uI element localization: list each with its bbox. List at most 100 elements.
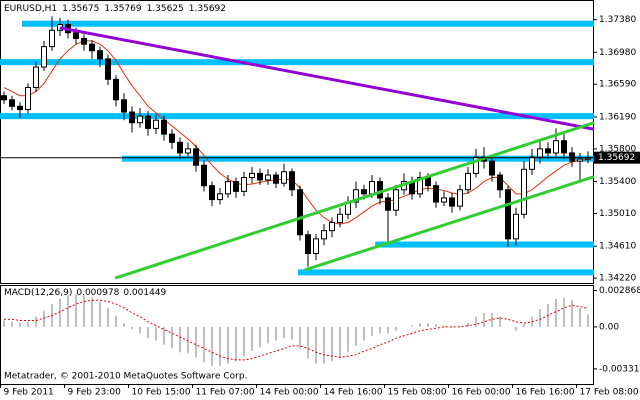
level-band [122, 155, 594, 162]
macd-bar [35, 316, 37, 327]
candle-body [249, 172, 255, 178]
current-price-box [594, 151, 640, 164]
x-tick-label: 9 Feb 2011 [4, 388, 54, 398]
indicator-header: MACD(12,26,9) 0.000978 0.001449 [4, 288, 167, 298]
macd-bar [323, 326, 325, 364]
y-tick-label: 1.37380 [599, 15, 636, 25]
candle-body [97, 50, 103, 60]
signal-line [4, 299, 589, 361]
candle-body [153, 119, 159, 129]
candle-body [169, 133, 175, 143]
macd-bar [315, 326, 317, 364]
x-tick-label: 16 Feb 00:00 [452, 388, 511, 398]
candle-body [49, 29, 55, 48]
candle-body [273, 174, 279, 184]
x-tick-label: 11 Feb 07:00 [196, 388, 255, 398]
macd-bar [347, 326, 349, 353]
ohlc-value: 1.35675 [62, 4, 99, 14]
macd-bar [475, 316, 477, 327]
macd-bar [275, 326, 277, 341]
macd-bar [443, 325, 445, 327]
symbol: EURUSD,H1 [4, 4, 57, 14]
candle-body [33, 66, 39, 89]
x-tick-label: 17 Feb 08:00 [580, 388, 639, 398]
candle-body [449, 197, 455, 207]
trend-line [59, 26, 595, 131]
candle-body [393, 189, 399, 211]
candle-body [225, 181, 231, 195]
macd-bar [203, 326, 205, 363]
macd-bar [179, 326, 181, 353]
macd-bar [19, 323, 21, 327]
candle-body [73, 32, 79, 39]
candle-body [289, 171, 295, 191]
macd-bar [331, 326, 333, 362]
candle-body [545, 148, 551, 154]
candle-body [561, 140, 567, 154]
candle-body [17, 105, 23, 111]
x-tick-label: 14 Feb 16:00 [324, 388, 383, 398]
macd-value: 0.000978 [76, 288, 119, 298]
candle-body [281, 171, 287, 184]
level-band [298, 269, 594, 276]
candle-body [185, 148, 191, 154]
macd-bar [499, 316, 501, 327]
macd-bar [75, 293, 77, 327]
candle-body [505, 189, 511, 240]
y-tick-label: 1.35010 [599, 209, 636, 219]
macd-bar [219, 326, 221, 367]
candle-body [361, 189, 367, 195]
candle-body [25, 87, 31, 111]
macd-bar [395, 326, 397, 331]
candle-body [89, 43, 95, 52]
candle-body [145, 115, 151, 129]
candle-body [129, 111, 135, 124]
candle-body [177, 141, 183, 154]
candle-body [513, 213, 519, 240]
candle-body [193, 148, 199, 166]
macd-bar [67, 295, 69, 327]
macd-bar [387, 326, 389, 334]
candle-body [9, 99, 15, 107]
macd-bar [139, 326, 141, 334]
candle-body [41, 46, 47, 68]
candle-body [137, 115, 143, 124]
x-tick-label: 16 Feb 16:00 [516, 388, 575, 398]
candle-body [369, 181, 375, 195]
level-band [0, 113, 594, 120]
macd-bar [99, 301, 101, 327]
macd-bar [155, 326, 157, 341]
x-tick-label: 9 Feb 23:00 [68, 388, 122, 398]
macd-bar [91, 297, 93, 327]
macd-bar [291, 326, 293, 340]
macd-bar [187, 326, 189, 354]
ohlc-value: 1.35625 [147, 4, 184, 14]
candle-body [473, 156, 479, 174]
candle-body [569, 152, 575, 162]
ohlc-value: 1.35692 [189, 4, 226, 14]
candle-body [257, 172, 263, 181]
x-tick-label: 10 Feb 15:00 [132, 388, 191, 398]
macd-bar [43, 310, 45, 327]
candle-body [161, 119, 167, 135]
copyright: Metatrader, © 2001-2010 MetaQuotes Softw… [4, 372, 247, 382]
macd-bar [259, 326, 261, 348]
macd-bar [299, 326, 301, 349]
macd-bar [379, 326, 381, 334]
signal-value: 0.001449 [123, 288, 166, 298]
level-band [0, 59, 594, 66]
y-tick-label: 1.34610 [599, 242, 636, 252]
macd-bar [355, 326, 357, 346]
moving-average [3, 40, 589, 225]
candle-body [321, 230, 327, 240]
candle-body [305, 234, 311, 255]
macd-bar [427, 323, 429, 327]
candle-body [529, 156, 535, 170]
macd-bar [539, 309, 541, 327]
candle-body [113, 78, 119, 101]
macd-bar [115, 315, 117, 327]
main-panel [0, 0, 594, 284]
macd-bar [523, 324, 525, 327]
macd-bar [579, 307, 581, 327]
macd-bar [107, 307, 109, 327]
